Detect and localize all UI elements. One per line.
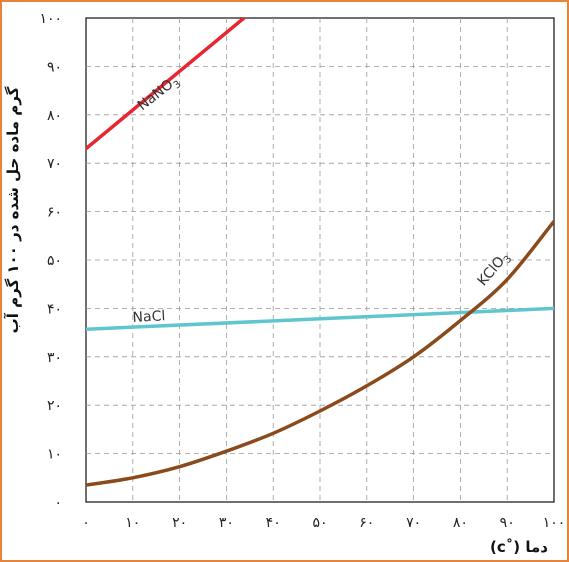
x-tick-label: ۰ (82, 515, 90, 531)
series-line-kclo3 (86, 219, 554, 487)
x-axis-title: (c˚) دما (490, 538, 548, 556)
y-tick-label: ۱۰۰ (39, 11, 62, 27)
series-line-nacl (86, 306, 554, 331)
x-tick-label: ۹۰ (500, 515, 515, 531)
y-tick-label: ۴۰ (47, 301, 62, 317)
y-tick-label: ۶۰ (47, 205, 62, 221)
x-axis-ticks: ۰ ۱۰ ۲۰ ۳۰ ۴۰ ۵۰ ۶۰ ۷۰ ۸۰ ۹۰ ۱۰۰ (82, 515, 565, 531)
x-tick-label: ۵۰ (312, 515, 327, 531)
x-tick-label: ۳۰ (219, 515, 234, 531)
series-line-nano3 (86, 18, 247, 151)
x-tick-label: ۷۰ (406, 515, 421, 531)
y-tick-label: ۹۰ (47, 59, 62, 75)
grid-lines (86, 18, 554, 502)
y-tick-label: ۳۰ (47, 350, 62, 366)
x-tick-label: ۲۰ (172, 515, 187, 531)
y-tick-label: ۲۰ (47, 398, 62, 414)
x-tick-label: ۴۰ (266, 515, 281, 531)
y-tick-label: ۰ (54, 495, 62, 511)
y-tick-label: ۸۰ (47, 108, 62, 124)
y-tick-label: ۷۰ (47, 156, 62, 172)
x-tick-label: ۱۰۰ (543, 515, 566, 531)
y-tick-label: ۵۰ (47, 253, 62, 269)
series-layer (86, 18, 554, 487)
series-label-nacl: NaCl (132, 308, 166, 326)
x-tick-label: ۸۰ (453, 515, 468, 531)
y-axis-ticks: ۰ ۱۰ ۲۰ ۳۰ ۴۰ ۵۰ ۶۰ ۷۰ ۸۰ ۹۰ ۱۰۰ (39, 11, 62, 511)
x-tick-label: ۶۰ (359, 515, 374, 531)
x-tick-label: ۱۰ (125, 515, 140, 531)
y-tick-label: ۱۰ (47, 447, 62, 463)
y-axis-title: گرم ماده حل شده در ۱۰۰ گرم آب (4, 86, 22, 333)
